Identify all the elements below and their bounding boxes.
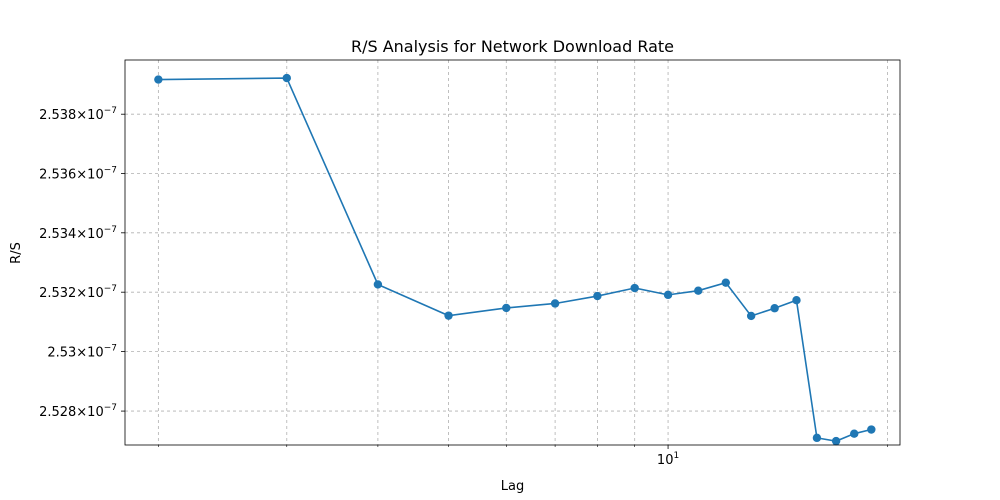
data-point bbox=[550, 299, 560, 308]
data-point bbox=[154, 75, 163, 84]
data-point bbox=[850, 429, 859, 438]
plot-area-frame bbox=[124, 59, 901, 446]
data-point bbox=[694, 286, 703, 295]
data-point bbox=[867, 425, 876, 434]
data-point bbox=[792, 296, 801, 305]
y-tick-label: 2.532×10−7 bbox=[39, 284, 117, 301]
data-point bbox=[502, 303, 511, 313]
data-point bbox=[373, 280, 383, 289]
data-point bbox=[812, 433, 822, 443]
y-tick-label: 2.528×10−7 bbox=[39, 403, 117, 420]
data-point bbox=[593, 291, 602, 301]
chart-title: R/S Analysis for Network Download Rate bbox=[351, 37, 674, 56]
data-point bbox=[282, 73, 291, 83]
data-point bbox=[630, 283, 639, 293]
y-tick-label: 2.538×10−7 bbox=[39, 106, 117, 123]
data-point bbox=[831, 436, 841, 446]
data-series bbox=[154, 73, 876, 446]
data-point bbox=[770, 304, 779, 313]
data-point bbox=[721, 278, 731, 287]
y-axis-label: R/S bbox=[9, 242, 24, 264]
y-tick-label: 2.53×10−7 bbox=[47, 344, 117, 361]
axis-ticks: 101 2.528×10−7 2.53×10−7 2.532×10−7 2.534×10… bbox=[39, 106, 888, 468]
y-tick-label: 2.534×10−7 bbox=[39, 225, 117, 242]
data-point bbox=[444, 311, 453, 320]
grid-lines bbox=[125, 60, 900, 445]
data-point bbox=[746, 311, 756, 321]
x-axis-label: Lag bbox=[501, 479, 524, 494]
data-point bbox=[663, 290, 673, 300]
y-tick-label: 2.536×10−7 bbox=[39, 165, 117, 182]
x-tick-label: 101 bbox=[657, 451, 679, 468]
